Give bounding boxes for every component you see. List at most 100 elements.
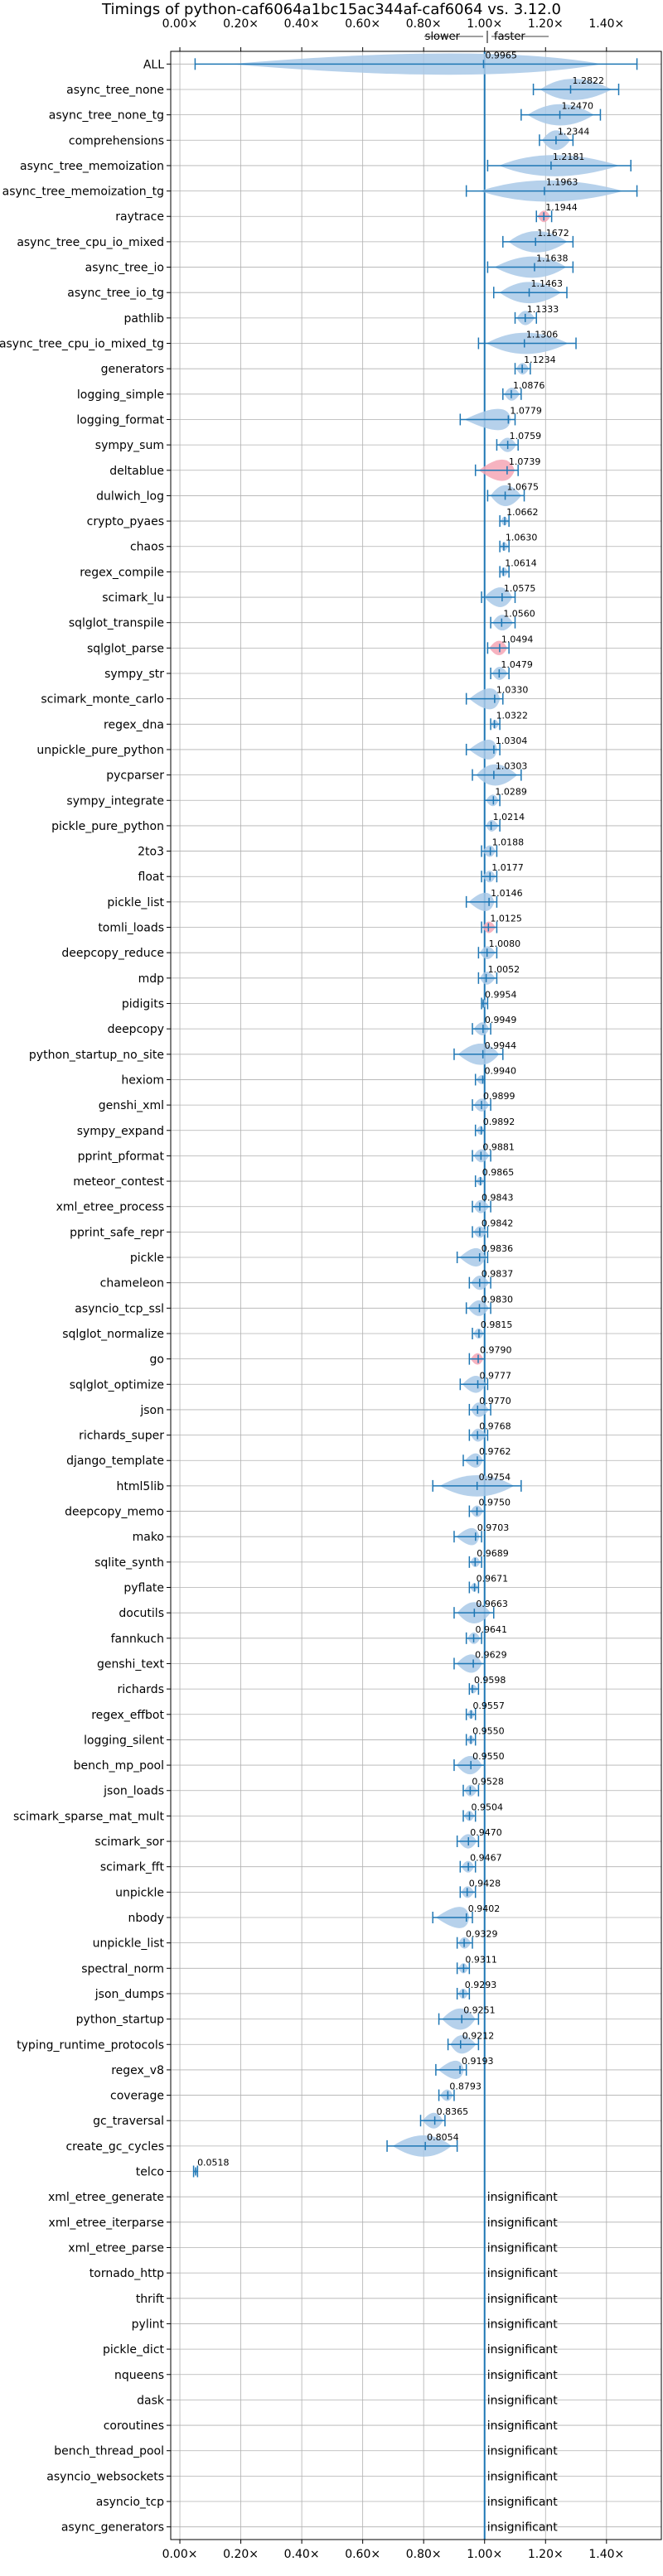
benchmark-row: mako 0.9703 — [133, 1522, 510, 1546]
direction-labels: slower faster — [424, 31, 549, 43]
value-label: 1.0560 — [503, 609, 535, 620]
x-tick-label-bottom: 0.80× — [406, 2548, 442, 2561]
benchmark-label: deepcopy_reduce — [61, 947, 164, 960]
benchmark-row: create_gc_cycles 0.8054 — [65, 2132, 459, 2157]
x-tick-label-bottom: 1.40× — [588, 2548, 624, 2561]
value-label: 0.9954 — [485, 989, 517, 1000]
benchmark-row: pickle_pure_python 1.0214 — [51, 812, 525, 833]
benchmark-row: pylint insignificant — [132, 2318, 559, 2331]
benchmark-label: scimark_fft — [100, 1861, 165, 1874]
value-label: 1.1672 — [537, 228, 569, 239]
benchmark-label: python_startup — [76, 2014, 164, 2027]
value-label: 0.9842 — [482, 1218, 514, 1228]
value-label: 0.9550 — [472, 1725, 505, 1736]
benchmark-label: sqlite_synth — [94, 1556, 164, 1570]
value-label: 0.9311 — [465, 1954, 497, 1965]
benchmark-label: sympy_integrate — [66, 794, 164, 808]
x-tick-label-top: 1.40× — [588, 17, 624, 31]
insignificant-label: insignificant — [487, 2191, 559, 2204]
value-label: 0.9557 — [472, 1700, 505, 1711]
x-tick-label-top: 0.80× — [406, 17, 442, 31]
benchmark-label: regex_dna — [104, 718, 164, 731]
benchmark-label: django_template — [66, 1454, 164, 1468]
value-label: 0.9750 — [479, 1498, 511, 1508]
benchmark-label: comprehensions — [69, 134, 164, 147]
benchmark-label: async_tree_none_tg — [49, 109, 164, 123]
value-label: 0.9703 — [477, 1522, 510, 1533]
value-label: 0.9770 — [479, 1396, 511, 1406]
benchmark-row: logging_silent 0.9550 — [84, 1725, 505, 1747]
benchmark-row: async_tree_io_tg 1.1463 — [67, 278, 568, 304]
benchmark-label: unpickle_pure_python — [36, 744, 164, 757]
benchmark-row: sympy_integrate 1.0289 — [66, 786, 526, 808]
benchmark-label: scimark_monte_carlo — [41, 693, 164, 707]
benchmark-label: sympy_str — [104, 668, 164, 681]
value-label: 1.0759 — [510, 431, 542, 441]
value-label: 1.1333 — [527, 304, 559, 315]
benchmark-row: pycparser 1.0303 — [106, 761, 527, 786]
x-tick-label-bottom: 0.20× — [223, 2548, 259, 2561]
benchmark-row: xml_etree_parse insignificant — [68, 2241, 558, 2255]
value-label: 0.8365 — [437, 2106, 469, 2117]
value-label: 1.0125 — [490, 914, 522, 924]
value-label: 0.9470 — [470, 1827, 502, 1838]
benchmark-label: scimark_lu — [102, 591, 164, 605]
benchmark-label: ALL — [143, 58, 164, 71]
benchmark-label: sqlglot_optimize — [70, 1378, 164, 1392]
value-label: 1.0304 — [496, 736, 528, 746]
value-label: 0.9899 — [483, 1091, 515, 1102]
benchmark-row: float 1.0177 — [138, 862, 524, 884]
benchmark-row: richards_super 0.9768 — [79, 1421, 511, 1443]
benchmark-label: go — [150, 1353, 164, 1367]
value-label: 1.1944 — [545, 202, 578, 213]
benchmark-label: dulwich_log — [96, 490, 164, 503]
benchmark-row: sympy_sum 1.0759 — [95, 431, 541, 452]
benchmark-label: chaos — [130, 541, 164, 554]
benchmark-row: sqlglot_normalize 0.9815 — [62, 1319, 512, 1341]
benchmark-label: asyncio_tcp_ssl — [75, 1302, 164, 1315]
benchmark-row: scimark_lu 1.0575 — [102, 583, 535, 607]
value-label: 1.0675 — [507, 481, 540, 492]
value-label: 1.2344 — [558, 126, 590, 137]
benchmark-row: unpickle_list 0.9329 — [93, 1929, 498, 1951]
value-label: 0.9689 — [477, 1548, 509, 1559]
x-tick-label-bottom: 0.00× — [162, 2548, 198, 2561]
benchmark-label: pprint_safe_repr — [70, 1226, 164, 1239]
benchmark-label: coverage — [110, 2090, 164, 2103]
value-label: 1.1234 — [524, 355, 556, 365]
benchmark-row: genshi_text 0.9629 — [97, 1649, 507, 1673]
x-tick-label-bottom: 1.00× — [467, 2548, 502, 2561]
faster-label: faster — [494, 31, 525, 43]
benchmark-label: pylint — [132, 2318, 165, 2331]
benchmark-label: logging_format — [76, 413, 164, 427]
x-tick-label-bottom: 0.40× — [284, 2548, 320, 2561]
benchmark-label: deltablue — [109, 465, 164, 478]
benchmark-row: crypto_pyaes 1.0662 — [87, 507, 539, 528]
benchmark-row: async_tree_none_tg 1.2470 — [49, 101, 602, 126]
benchmark-row: dask insignificant — [137, 2394, 558, 2407]
benchmark-row: scimark_sor 0.9470 — [94, 1827, 501, 1849]
value-label: 1.1463 — [531, 278, 564, 289]
benchmark-label: regex_compile — [80, 566, 164, 579]
benchmark-label: async_tree_cpu_io_mixed_tg — [0, 338, 164, 351]
benchmark-label: scimark_sor — [94, 1836, 164, 1849]
benchmark-row: generators 1.1234 — [101, 355, 556, 376]
value-label: 1.0779 — [510, 405, 542, 416]
benchmark-label: meteor_contest — [73, 1175, 164, 1189]
insignificant-label: insignificant — [487, 2521, 559, 2535]
benchmark-row: hexiom 0.9940 — [121, 1065, 516, 1087]
benchmark-label: bench_mp_pool — [74, 1759, 164, 1773]
benchmark-label: asyncio_websockets — [46, 2470, 164, 2483]
benchmark-label: pickle_list — [107, 896, 164, 909]
value-label: 0.9754 — [479, 1472, 511, 1483]
value-label: 1.0177 — [491, 862, 524, 873]
value-label: 0.9881 — [482, 1141, 515, 1152]
benchmark-label: python_startup_no_site — [29, 1049, 164, 1062]
value-label: 0.9251 — [463, 2005, 496, 2016]
benchmark-label: deepcopy — [108, 1023, 164, 1036]
benchmark-row: mdp 1.0052 — [138, 964, 520, 986]
value-label: 1.0289 — [495, 786, 527, 797]
benchmark-row: async_tree_none 1.2822 — [66, 75, 620, 100]
benchmark-row: json_loads 0.9528 — [103, 1777, 504, 1798]
benchmark-row: chaos 1.0630 — [130, 533, 537, 554]
